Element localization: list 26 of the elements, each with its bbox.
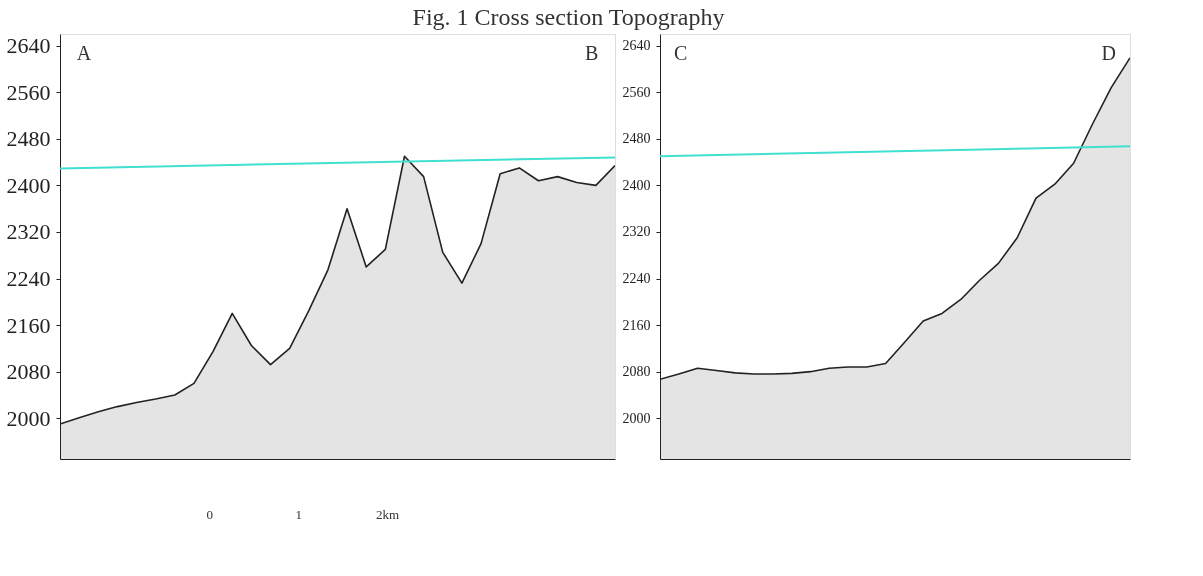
y-tick-label: 2400 bbox=[622, 177, 651, 193]
y-tick-label: 2160 bbox=[622, 317, 651, 333]
text: 2km bbox=[375, 507, 400, 522]
text: 0 bbox=[206, 507, 214, 522]
y-tick-label: 2240 bbox=[622, 271, 651, 287]
chart-title: Fig. 1 Cross section Topography bbox=[412, 3, 725, 30]
annotation: A bbox=[76, 42, 92, 64]
y-tick-label: 2480 bbox=[6, 126, 51, 152]
annotation: C bbox=[674, 42, 688, 64]
y-tick-label: 2320 bbox=[6, 219, 51, 245]
y-tick-label: 2400 bbox=[6, 172, 51, 198]
y-tick-label: 2080 bbox=[622, 364, 651, 380]
y-tick-label: 2240 bbox=[6, 266, 51, 292]
annotation: D bbox=[1101, 42, 1116, 64]
y-tick-label: 2160 bbox=[6, 312, 51, 338]
y-tick-label: 2000 bbox=[622, 410, 651, 426]
y-tick-label: 2320 bbox=[622, 224, 651, 240]
y-tick-label: 2080 bbox=[6, 359, 51, 385]
annotation: B bbox=[585, 42, 599, 64]
y-tick-label: 2560 bbox=[6, 79, 51, 105]
text: 1 bbox=[295, 507, 302, 522]
y-tick-label: 2640 bbox=[622, 38, 651, 54]
y-tick-label: 2560 bbox=[622, 84, 651, 100]
y-tick-label: 2640 bbox=[6, 33, 51, 59]
y-tick-label: 2000 bbox=[6, 405, 51, 431]
y-tick-label: 2480 bbox=[622, 131, 651, 147]
